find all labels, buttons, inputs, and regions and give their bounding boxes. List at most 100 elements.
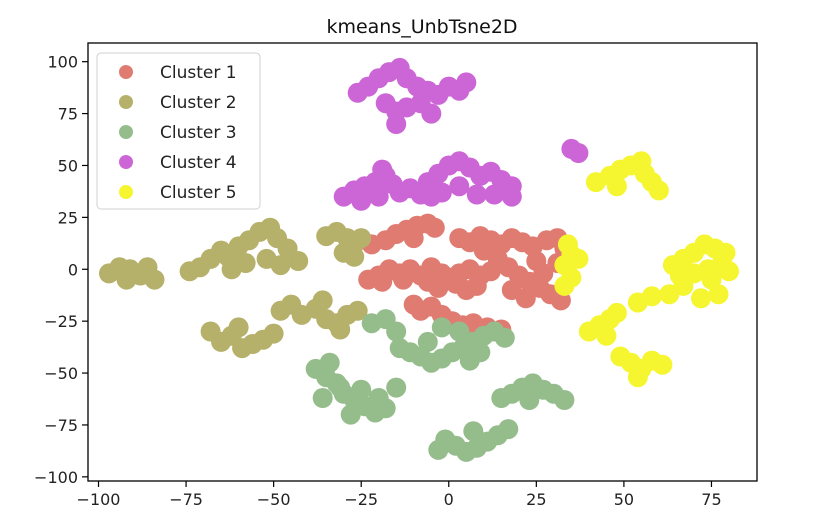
series-4 <box>333 57 589 211</box>
data-point <box>319 352 340 373</box>
data-point <box>340 404 361 425</box>
data-point <box>312 290 333 311</box>
data-point <box>627 367 648 388</box>
data-point <box>372 159 393 180</box>
data-point <box>606 176 627 197</box>
data-point <box>554 275 575 296</box>
data-point <box>344 246 365 267</box>
data-point <box>144 269 165 290</box>
data-point <box>431 317 452 338</box>
legend-marker <box>119 155 133 169</box>
data-point <box>424 217 445 238</box>
data-point <box>568 248 589 269</box>
data-point <box>330 319 351 340</box>
data-point <box>428 439 449 460</box>
y-tick-label: −100 <box>34 468 78 487</box>
legend-label: Cluster 2 <box>160 93 237 113</box>
data-point <box>698 259 718 280</box>
data-point <box>501 186 522 207</box>
data-point <box>368 388 389 408</box>
data-point <box>116 269 137 290</box>
data-point <box>386 114 407 134</box>
data-point <box>228 317 249 338</box>
x-tick-label: 75 <box>701 490 721 509</box>
data-point <box>708 284 729 305</box>
data-point <box>372 271 393 292</box>
y-tick-label: −75 <box>44 416 78 435</box>
data-point <box>526 251 547 271</box>
data-point <box>368 186 389 207</box>
data-point <box>627 292 648 313</box>
data-point <box>568 143 589 163</box>
legend-label: Cluster 3 <box>160 123 237 143</box>
data-point <box>463 421 484 442</box>
y-tick-label: −50 <box>44 364 78 383</box>
legend-label: Cluster 4 <box>160 153 237 173</box>
data-point <box>351 190 372 211</box>
y-tick-label: −25 <box>44 312 78 331</box>
x-tick-label: −75 <box>169 490 203 509</box>
data-point <box>519 390 540 410</box>
data-point <box>347 300 368 321</box>
legend-label: Cluster 1 <box>160 63 237 83</box>
data-point <box>263 323 284 344</box>
x-tick-label: −50 <box>257 490 291 509</box>
data-point <box>648 180 669 201</box>
legend-label: Cluster 5 <box>160 183 237 203</box>
data-point <box>652 354 673 375</box>
data-point <box>330 377 351 398</box>
data-point <box>501 280 522 300</box>
data-point <box>386 321 407 342</box>
legend-box <box>96 52 261 210</box>
data-point <box>554 390 575 410</box>
data-point <box>351 379 372 400</box>
data-point <box>456 72 477 93</box>
y-tick-label: 75 <box>58 105 78 124</box>
points-layer <box>99 57 739 462</box>
data-point <box>449 176 470 197</box>
data-point <box>691 288 711 309</box>
data-point <box>270 255 291 276</box>
x-tick-label: 25 <box>526 490 546 509</box>
y-tick-label: 50 <box>58 156 78 175</box>
data-point <box>417 331 438 352</box>
data-point <box>466 275 487 296</box>
data-point <box>466 184 487 205</box>
data-point <box>498 419 519 440</box>
data-point <box>470 342 491 363</box>
plot-area-frame <box>87 42 758 482</box>
axis-ticks: −100 −75 −50 −25 0 25 50 75 −100 −75 −50 −25 0 25 50 75… <box>34 53 722 509</box>
y-tick-label: 25 <box>58 208 78 227</box>
legend-marker <box>119 125 133 139</box>
data-point <box>494 327 515 348</box>
y-tick-label: 0 <box>68 260 78 279</box>
legend-marker <box>119 65 133 79</box>
data-point <box>417 271 438 292</box>
data-point <box>312 388 333 408</box>
data-point <box>403 294 424 315</box>
legend: Cluster 1 Cluster 2 Cluster 3 Cluster 4 Clus… <box>96 52 261 210</box>
chart-title: kmeans_UnbTsne2D <box>326 16 517 38</box>
x-tick-label: −25 <box>344 490 378 509</box>
data-point <box>431 182 452 203</box>
data-point <box>719 261 739 282</box>
data-point <box>221 259 242 280</box>
legend-marker <box>119 185 133 199</box>
series-3 <box>305 309 575 462</box>
x-tick-label: −100 <box>77 490 121 509</box>
data-point <box>403 228 424 249</box>
series-2 <box>99 217 372 359</box>
legend-marker <box>119 95 133 109</box>
data-point <box>288 251 309 271</box>
data-point <box>351 228 372 249</box>
data-point <box>449 321 470 342</box>
y-tick-label: 100 <box>47 53 78 72</box>
data-point <box>659 284 680 305</box>
x-tick-label: 50 <box>614 490 634 509</box>
data-point <box>596 325 617 346</box>
x-tick-label: 0 <box>444 490 454 509</box>
data-point <box>669 265 690 286</box>
data-point <box>386 377 407 398</box>
data-point <box>421 103 442 124</box>
